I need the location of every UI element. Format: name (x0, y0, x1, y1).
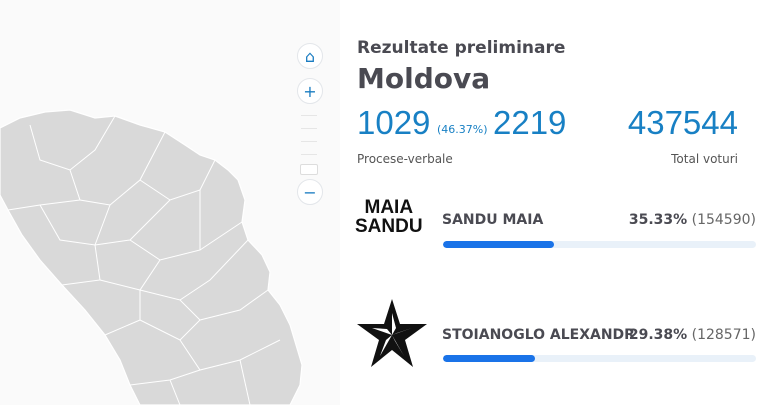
home-icon: ⌂ (304, 46, 316, 66)
plus-icon: + (303, 81, 317, 101)
zoom-slider-tick[interactable] (301, 115, 317, 116)
candidate-logo: MAIA SANDU (355, 197, 423, 237)
page-subtitle: Rezultate preliminare (357, 38, 566, 58)
zoom-slider-handle[interactable] (300, 164, 318, 175)
candidate-result: 29.38% (128571) (629, 327, 756, 343)
zoom-in-button[interactable]: + (297, 78, 323, 104)
total-votes-label: Total voturi (671, 152, 738, 166)
candidate-name: SANDU MAIA (442, 212, 544, 228)
processed-label: Procese-verbale (357, 152, 453, 166)
candidate-result: 35.33% (154590) (629, 212, 756, 228)
total-processed-count: 2219 (493, 104, 567, 141)
candidate-name: STOIANOGLO ALEXANDR (442, 327, 635, 343)
star-icon (357, 299, 427, 367)
candidate-percent: 35.33% (628, 212, 688, 228)
processed-percent: (46.37%) (437, 123, 488, 136)
candidate-percent: 29.38% (628, 327, 688, 343)
page-title: Moldova (357, 62, 491, 95)
candidate-votes: (154590) (691, 212, 756, 228)
total-votes: 437544 (627, 104, 738, 141)
home-button[interactable]: ⌂ (297, 43, 323, 69)
zoom-out-button[interactable]: − (297, 179, 323, 205)
zoom-slider-tick[interactable] (301, 128, 317, 129)
zoom-slider-tick[interactable] (301, 154, 317, 155)
moldova-map[interactable] (0, 0, 340, 405)
minus-icon: − (303, 182, 317, 202)
candidate-progress-bar (443, 355, 756, 362)
candidate-progress-fill (443, 241, 554, 248)
processed-count: 1029 (357, 104, 431, 141)
candidate-progress-bar (443, 241, 756, 248)
map-region-shape[interactable] (0, 109, 303, 405)
results-panel: Rezultate preliminare Moldova 1029 (46.3… (340, 0, 768, 405)
zoom-slider-tick[interactable] (301, 141, 317, 142)
candidate-progress-fill (443, 355, 535, 362)
map-area[interactable]: ⌂ + − (0, 0, 340, 405)
candidate-votes: (128571) (691, 327, 756, 343)
